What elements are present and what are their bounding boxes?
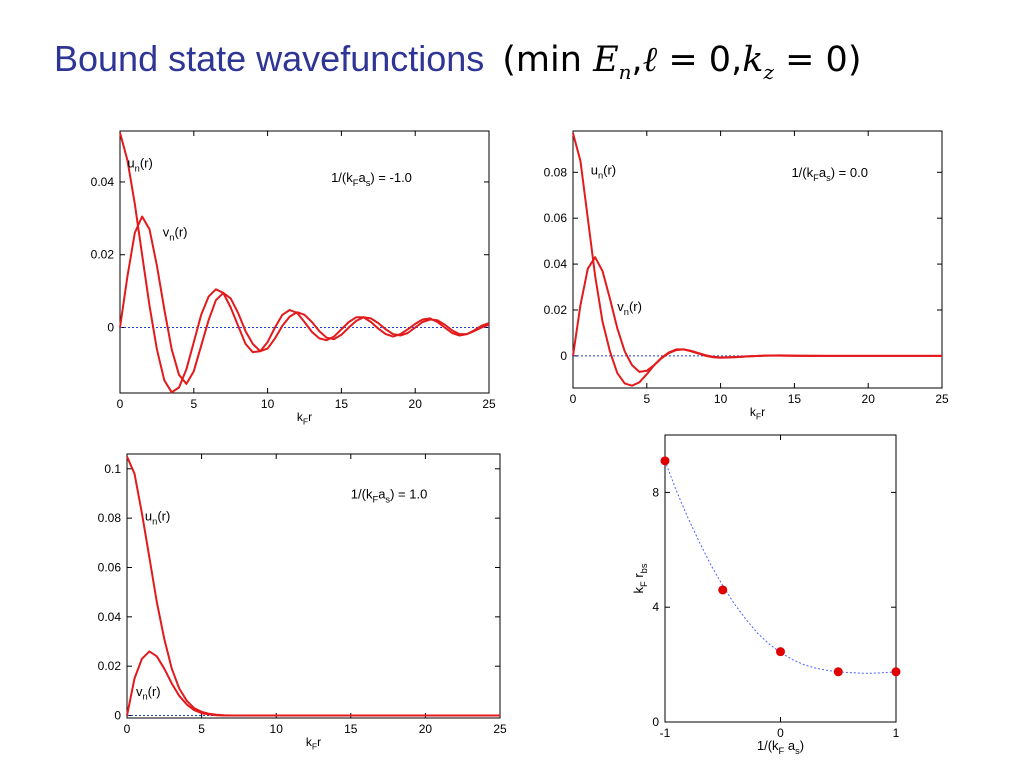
y-tick-label: 0 <box>114 709 121 723</box>
y-tick-label: 0.04 <box>98 610 122 624</box>
plot-frame <box>126 453 501 719</box>
panel-annotation: 1/(kFas) = 1.0 <box>351 486 428 504</box>
math-z: z <box>763 60 774 84</box>
y-tick-label: 0 <box>107 321 114 335</box>
x-tick-label: 20 <box>409 397 423 411</box>
x-tick-label: 0 <box>117 397 124 411</box>
y-tick-label: 0.1 <box>104 462 121 476</box>
y-tick-label: 0 <box>652 715 659 729</box>
data-point <box>660 456 670 466</box>
y-tick-label: 0.08 <box>544 165 568 179</box>
series-line-u <box>119 132 490 394</box>
x-axis-label: 1/(kF as) <box>757 738 804 756</box>
series-label-v: vn(r) <box>136 684 161 702</box>
series-line-u <box>572 133 942 387</box>
series-label-v: vn(r) <box>617 299 642 317</box>
y-tick-label: 8 <box>652 485 659 499</box>
title-math-expression: (min En,ℓ = 0,kz = 0) <box>502 40 862 84</box>
y-tick-label: 4 <box>652 600 659 614</box>
x-tick-label: 25 <box>493 722 507 736</box>
x-tick-label: 0 <box>124 722 131 736</box>
slide-title: Bound state wavefunctions (min En,ℓ = 0,k… <box>54 38 861 98</box>
plot-frame <box>119 130 490 394</box>
x-tick-label: 15 <box>344 722 358 736</box>
data-point <box>833 667 843 677</box>
math-ell: ℓ <box>642 40 658 80</box>
math-open: (min <box>502 40 594 80</box>
y-tick-label: 0.02 <box>91 248 115 262</box>
x-axis-label: kFr <box>297 410 312 427</box>
y-axis-label-group: kF rbs <box>631 563 649 593</box>
plot-frame <box>664 434 897 723</box>
x-tick-label: 0 <box>777 726 784 740</box>
series-line-v <box>126 650 500 717</box>
series-label-u: un(r) <box>145 509 170 527</box>
chart-panel-3: 0 5 10 15 20 25 0 0.02 0.04 0.06 0.08 0.1 un(r) vn(r)… <box>98 453 507 752</box>
plot-frame <box>572 130 943 389</box>
y-tick-label: 0 <box>560 349 567 363</box>
math-eq1: = 0, <box>657 40 743 80</box>
x-tick-label: 15 <box>335 397 349 411</box>
data-point <box>718 585 728 595</box>
x-tick-label: 10 <box>270 722 284 736</box>
math-sep: , <box>631 40 643 80</box>
y-tick-label: 0.06 <box>544 211 568 225</box>
x-tick-label: 5 <box>198 722 205 736</box>
y-axis-label: kF rbs <box>631 563 649 593</box>
x-tick-label: 20 <box>419 722 433 736</box>
x-tick-label: 20 <box>862 392 876 406</box>
chart-panel-2: 0 5 10 15 20 25 0 0.02 0.04 0.06 0.08 un(r) vn(r) 1/(… <box>544 130 949 422</box>
x-tick-label: 15 <box>788 392 802 406</box>
y-tick-label: 0.04 <box>91 175 115 189</box>
x-tick-label: 25 <box>482 397 496 411</box>
data-point <box>891 667 901 677</box>
x-axis-label: kFr <box>750 405 765 422</box>
series-line-v <box>119 215 490 385</box>
panel-annotation: 1/(kFas) = 0.0 <box>791 165 868 183</box>
series-label-v: vn(r) <box>163 225 188 243</box>
series-line-v <box>572 256 942 373</box>
x-tick-label: 25 <box>935 392 949 406</box>
y-tick-label: 0.06 <box>98 560 122 574</box>
fit-curve <box>664 460 897 674</box>
math-eq2: = 0) <box>773 40 862 80</box>
title-text: Bound state wavefunctions <box>54 38 485 79</box>
x-tick-label: -1 <box>660 726 671 740</box>
y-tick-label: 0.02 <box>98 659 122 673</box>
y-tick-label: 0.02 <box>544 303 568 317</box>
x-tick-label: 0 <box>570 392 577 406</box>
math-E: E <box>593 40 619 80</box>
x-axis-label: kFr <box>306 735 321 752</box>
math-n: n <box>618 60 632 84</box>
chart-panel-1: 0 5 10 15 20 25 0 0.02 0.04 un(r) vn(r) 1/(kFas) = … <box>91 130 496 427</box>
data-point <box>776 647 785 657</box>
y-tick-label: 0.04 <box>544 257 568 271</box>
x-tick-label: 5 <box>190 397 197 411</box>
math-k: k <box>742 40 764 80</box>
y-tick-label: 0.08 <box>98 511 122 525</box>
x-tick-label: 5 <box>643 392 650 406</box>
panel-annotation: 1/(kFas) = -1.0 <box>331 170 412 188</box>
x-tick-label: 10 <box>261 397 275 411</box>
series-label-u: un(r) <box>591 163 616 181</box>
x-tick-label: 10 <box>714 392 728 406</box>
series-label-u: un(r) <box>127 155 152 173</box>
series-line-u <box>126 456 500 717</box>
x-tick-label: 1 <box>893 726 900 740</box>
